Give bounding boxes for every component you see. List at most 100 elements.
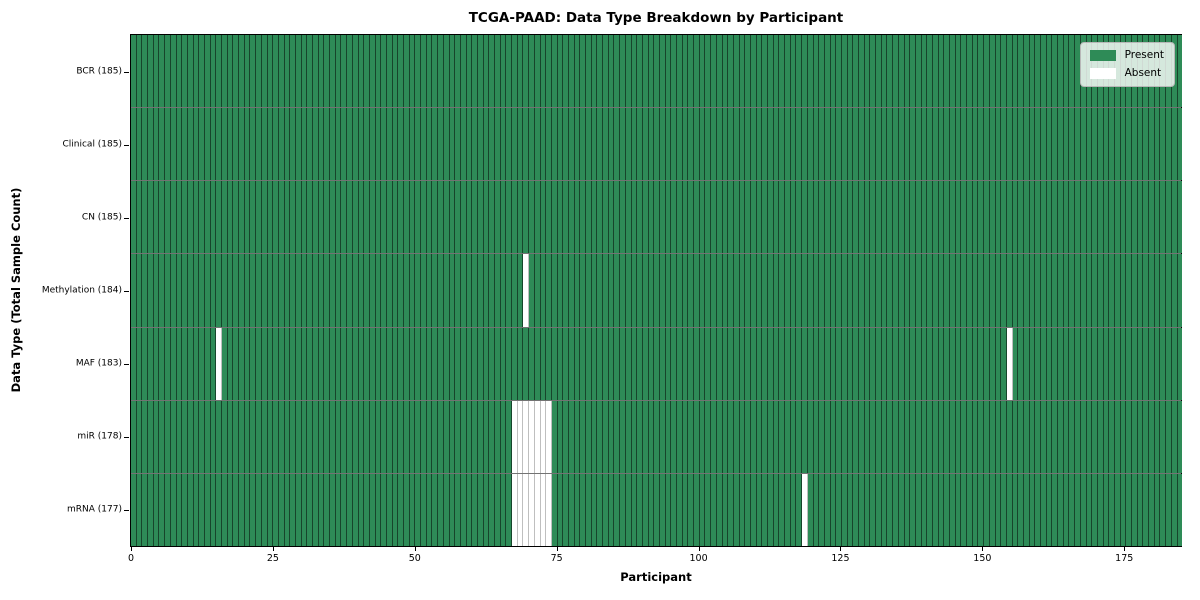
heatmap-cell <box>1177 327 1183 400</box>
heatmap-cell <box>568 327 575 400</box>
heatmap-cell <box>1018 400 1024 473</box>
heatmap-cell <box>580 473 586 546</box>
heatmap-cell <box>386 108 393 181</box>
heatmap-cell <box>1114 327 1121 400</box>
heatmap-cell <box>750 327 757 400</box>
heatmap-cell <box>517 35 524 108</box>
heatmap-cell <box>278 400 285 473</box>
heatmap-cell <box>603 327 609 400</box>
heatmap-cell <box>347 473 353 546</box>
heatmap-cell <box>750 254 757 327</box>
heatmap-cell <box>131 327 137 400</box>
heatmap-cell <box>1177 35 1183 108</box>
heatmap-cell <box>654 254 660 327</box>
heatmap-cell <box>984 181 990 254</box>
heatmap-cell <box>551 35 558 108</box>
heatmap-cell <box>392 35 399 108</box>
heatmap-cell <box>404 108 410 181</box>
heatmap-cell <box>256 35 262 108</box>
legend-entry-absent: Absent <box>1089 67 1164 80</box>
heatmap-cell <box>915 108 922 181</box>
heatmap-cell <box>136 473 143 546</box>
heatmap-cell <box>301 327 308 400</box>
heatmap-cell <box>705 327 712 400</box>
heatmap-cell <box>819 254 825 327</box>
heatmap-cell <box>165 473 171 546</box>
heatmap-cell <box>386 473 393 546</box>
heatmap-cell <box>426 254 433 327</box>
heatmap-cell <box>193 327 200 400</box>
heatmap-cell <box>864 327 871 400</box>
heatmap-cell <box>290 181 296 254</box>
heatmap-cell <box>341 108 348 181</box>
heatmap-cell <box>449 35 456 108</box>
heatmap-cell <box>1001 327 1007 400</box>
heatmap-cell <box>967 327 973 400</box>
heatmap-cell <box>756 254 763 327</box>
heatmap-cell <box>870 327 877 400</box>
heatmap-cell <box>500 327 507 400</box>
heatmap-cell <box>580 400 586 473</box>
heatmap-cell <box>932 327 939 400</box>
heatmap-cell <box>739 473 746 546</box>
heatmap-cell <box>523 473 530 546</box>
heatmap-cell <box>546 473 552 546</box>
heatmap-cell <box>750 400 757 473</box>
heatmap-cell <box>1018 327 1024 400</box>
heatmap-cell <box>540 35 547 108</box>
heatmap-cell <box>893 35 899 108</box>
heatmap-cell <box>586 473 592 546</box>
heatmap-cell <box>244 254 251 327</box>
heatmap-cell <box>887 35 894 108</box>
heatmap-cell <box>472 400 478 473</box>
heatmap-cell <box>790 35 797 108</box>
heatmap-cell <box>716 473 723 546</box>
heatmap-cell <box>455 181 461 254</box>
heatmap-cell <box>256 473 262 546</box>
heatmap-cell <box>671 400 677 473</box>
heatmap-cell <box>148 108 154 181</box>
heatmap-cell <box>557 473 564 546</box>
heatmap-cell <box>893 473 899 546</box>
heatmap-cell <box>728 108 734 181</box>
heatmap-cell <box>267 327 274 400</box>
heatmap-cell <box>1075 473 1081 546</box>
heatmap-cell <box>233 327 240 400</box>
heatmap-cell <box>1126 108 1132 181</box>
heatmap-cell <box>824 400 831 473</box>
heatmap-cell <box>159 327 166 400</box>
heatmap-cell <box>904 35 911 108</box>
heatmap-cell <box>170 400 177 473</box>
heatmap-cell <box>637 400 643 473</box>
heatmap-cell <box>256 108 262 181</box>
heatmap-cell <box>642 473 649 546</box>
heatmap-cell <box>796 473 803 546</box>
heatmap-cell <box>921 327 928 400</box>
heatmap-cell <box>1006 35 1013 108</box>
heatmap-cell <box>500 473 507 546</box>
heatmap-cell <box>483 400 490 473</box>
heatmap-cell <box>460 400 467 473</box>
heatmap-cell <box>591 473 598 546</box>
heatmap-cell <box>324 327 331 400</box>
heatmap-cell <box>1035 473 1041 546</box>
heatmap-cell <box>426 473 433 546</box>
heatmap-cell <box>989 327 996 400</box>
heatmap-cell <box>932 35 939 108</box>
heatmap-cell <box>148 327 154 400</box>
heatmap-cell <box>506 108 513 181</box>
heatmap-cell <box>307 327 313 400</box>
heatmap-cell <box>847 35 854 108</box>
heatmap-cell <box>466 108 473 181</box>
heatmap-cell <box>193 35 200 108</box>
heatmap-cell <box>586 327 592 400</box>
heatmap-cell <box>284 327 291 400</box>
heatmap-cell <box>591 400 598 473</box>
heatmap-row-Methylation <box>131 254 1183 328</box>
heatmap-cell <box>603 400 609 473</box>
heatmap-cell <box>955 181 962 254</box>
heatmap-cell <box>483 254 490 327</box>
present-swatch <box>1089 50 1116 62</box>
heatmap-cell <box>148 473 154 546</box>
heatmap-cell <box>819 35 825 108</box>
